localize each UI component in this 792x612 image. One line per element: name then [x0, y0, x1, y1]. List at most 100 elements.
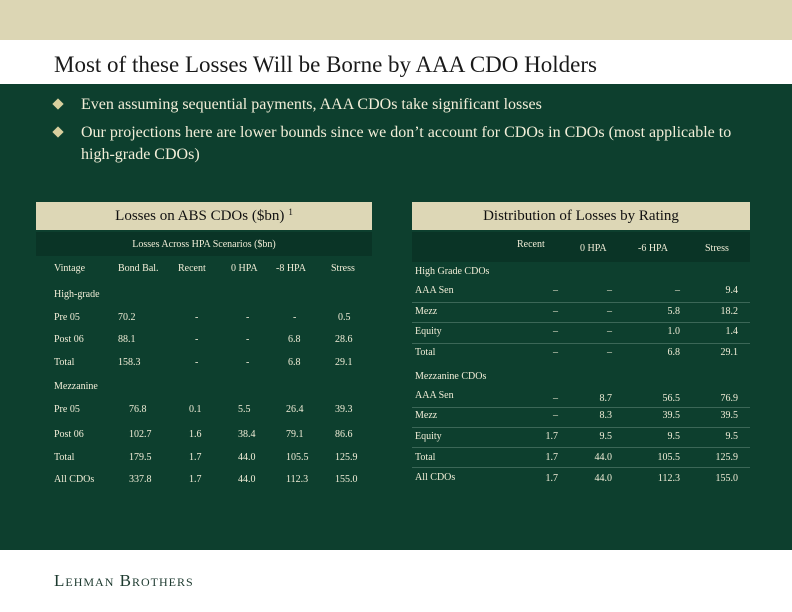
col-header-stress: Stress [331, 263, 355, 274]
table-cell: 39.5 [720, 410, 739, 421]
row-divider [412, 427, 750, 428]
table-cell: 158.3 [118, 357, 141, 368]
col-header-6hpa: -6 HPA [638, 243, 668, 254]
right-table-header: Distribution of Losses by Rating [412, 202, 750, 230]
table-cell: 56.5 [662, 393, 681, 404]
table-cell: All CDOs [54, 474, 95, 485]
col-header-stress: Stress [705, 243, 729, 254]
table-cell: Pre 05 [54, 404, 80, 415]
table-cell: 105.5 [286, 452, 309, 463]
left-subheader: Losses Across HPA Scenarios ($bn) [132, 239, 276, 250]
table-cell: 1.7 [545, 473, 559, 484]
table-cell: 29.1 [335, 357, 353, 368]
section-label-high-grade-cdos: High Grade CDOs [415, 266, 490, 277]
table-cell: Post 06 [54, 334, 84, 345]
table-cell: 70.2 [118, 312, 136, 323]
table-cell: 39.3 [335, 404, 353, 415]
table-cell: 155.0 [715, 473, 739, 484]
table-cell: 88.1 [118, 334, 136, 345]
section-label-high-grade: High-grade [54, 289, 100, 300]
table-cell: 102.7 [129, 429, 152, 440]
table-cell: - [195, 334, 199, 345]
table-cell: 39.5 [662, 410, 681, 421]
row-divider [412, 322, 750, 323]
table-cell: Pre 05 [54, 312, 80, 323]
table-cell: Equity [415, 326, 442, 337]
table-cell: 9.5 [725, 431, 739, 442]
table-cell: - [195, 312, 199, 323]
section-label-mezzanine-cdos: Mezzanine CDOs [415, 371, 487, 382]
table-cell: 79.1 [286, 429, 304, 440]
table-cell: 112.3 [286, 474, 309, 485]
table-cell: – [607, 285, 612, 296]
table-cell: 1.0 [667, 326, 681, 337]
bullet-text: Even assuming sequential payments, AAA C… [81, 96, 542, 113]
row-divider [412, 302, 750, 303]
table-cell: 18.2 [720, 306, 739, 317]
table-cell: - [195, 357, 199, 368]
table-cell: 6.8 [288, 334, 301, 345]
table-cell: 125.9 [335, 452, 358, 463]
table-cell: 76.8 [129, 404, 147, 415]
table-cell: 5.5 [238, 404, 251, 415]
table-cell: 337.8 [129, 474, 152, 485]
table-cell: Mezz [415, 306, 438, 317]
table-cell: Post 06 [54, 429, 84, 440]
row-divider [412, 407, 750, 408]
table-cell: – [607, 326, 612, 337]
section-label-mezzanine: Mezzanine [54, 381, 98, 392]
table-cell: 0.5 [338, 312, 351, 323]
table-cell: 6.8 [667, 347, 681, 358]
table-cell: - [246, 357, 250, 368]
table-cell: AAA Sen [415, 390, 454, 401]
table-cell: Total [415, 347, 436, 358]
table-cell: - [246, 312, 250, 323]
table-cell: – [553, 285, 558, 296]
table-cell: 155.0 [335, 474, 358, 485]
table-cell: 26.4 [286, 404, 304, 415]
table-cell: - [293, 312, 297, 323]
table-cell: 1.7 [189, 474, 202, 485]
row-divider [412, 467, 750, 468]
table-cell: 44.0 [594, 473, 613, 484]
table-cell: 28.6 [335, 334, 353, 345]
table-cell: Total [54, 452, 75, 463]
table-cell: Total [415, 452, 436, 463]
col-header-0hpa: 0 HPA [231, 263, 258, 274]
table-cell: 29.1 [720, 347, 739, 358]
table-cell: 179.5 [129, 452, 152, 463]
table-cell: – [607, 306, 612, 317]
right-table-title: Distribution of Losses by Rating [483, 207, 679, 224]
table-cell: 9.5 [667, 431, 681, 442]
table-cell: All CDOs [415, 472, 456, 483]
top-accent-band [0, 0, 792, 40]
table-cell: 6.8 [288, 357, 301, 368]
table-cell: – [553, 326, 558, 337]
company-logo: Lehman Brothers [54, 571, 194, 590]
table-cell: 0.1 [189, 404, 202, 415]
table-cell: 9.4 [725, 285, 739, 296]
col-header-vintage: Vintage [54, 263, 86, 274]
table-cell: Total [54, 357, 75, 368]
table-cell: 9.5 [599, 431, 613, 442]
table-cell: 105.5 [657, 452, 681, 463]
table-cell: 44.0 [594, 452, 613, 463]
slide-title: Most of these Losses Will be Borne by AA… [54, 52, 597, 77]
table-cell: – [553, 306, 558, 317]
table-cell: – [553, 393, 558, 404]
table-cell: 1.7 [189, 452, 202, 463]
left-table-title: Losses on ABS CDOs ($bn) [115, 207, 285, 224]
col-header-8hpa: -8 HPA [276, 263, 306, 274]
row-divider [412, 343, 750, 344]
table-cell: 44.0 [238, 452, 256, 463]
table-cell: – [553, 347, 558, 358]
table-cell: 76.9 [720, 393, 739, 404]
footer [0, 550, 792, 612]
table-cell: 38.4 [238, 429, 256, 440]
table-cell: AAA Sen [415, 285, 454, 296]
slide-body [0, 84, 792, 550]
table-cell: 8.3 [599, 410, 613, 421]
col-header-recent: Recent [178, 263, 206, 274]
footnote-mark: 1 [288, 207, 293, 217]
table-cell: 1.4 [725, 326, 739, 337]
